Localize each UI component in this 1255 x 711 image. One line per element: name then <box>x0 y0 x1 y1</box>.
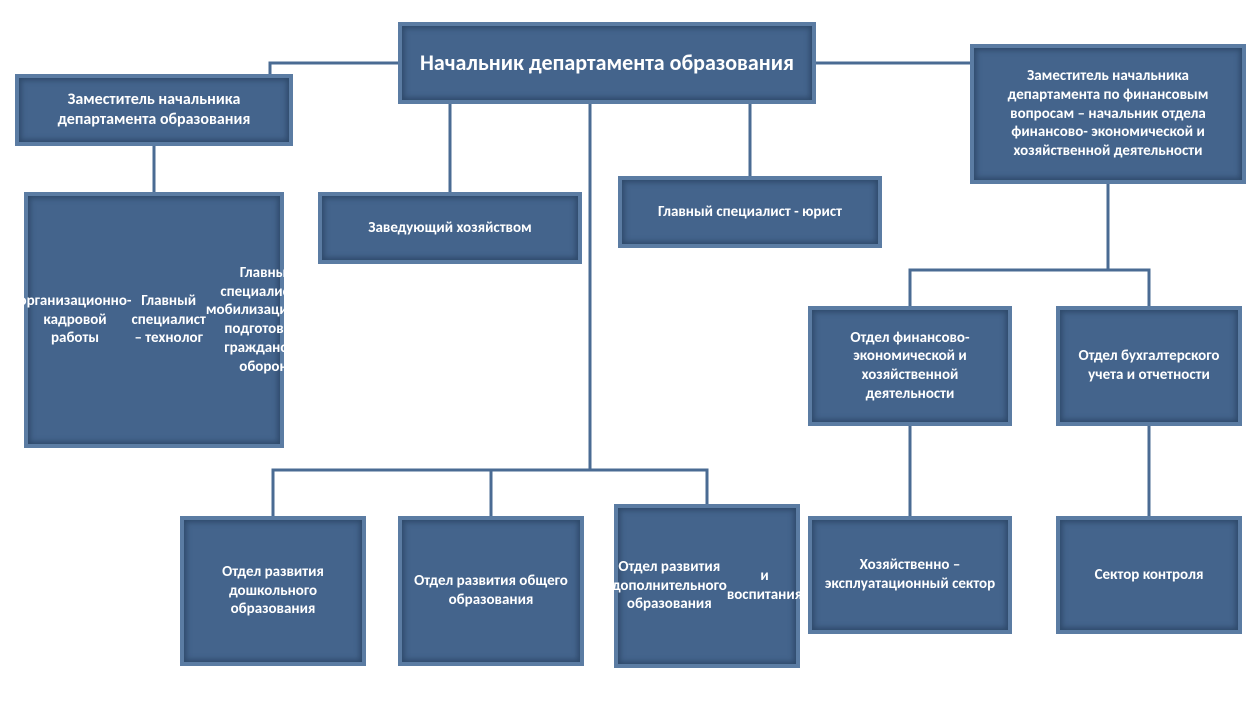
node-deputy_edu: Заместитель начальника департамента обра… <box>15 74 293 146</box>
node-text: Главный специалист - юрист <box>658 203 842 222</box>
node-text: Начальник департамента образования <box>420 49 794 77</box>
node-text: и воспитания <box>727 567 802 605</box>
node-text: Главный специалист по мобилизационной по… <box>206 264 329 377</box>
node-fin_econ: Отдел финансово-экономической и хозяйств… <box>808 306 1012 426</box>
edge-deputy_fin-buh <box>1108 270 1149 306</box>
node-text: Отдел бухгалтерского учета и отчетности <box>1068 347 1230 385</box>
node-doshk: Отдел развития дошкольного образования <box>180 516 366 666</box>
node-text: Сектор контроля <box>1095 566 1204 585</box>
node-text: Отдел <box>0 311 19 330</box>
node-buh: Отдел бухгалтерского учета и отчетности <box>1056 306 1242 426</box>
edge-root-obshee <box>491 470 590 516</box>
node-text: Отдел развития дошкольного образования <box>192 563 354 619</box>
node-kontrol: Сектор контроля <box>1056 516 1242 634</box>
node-text: Отдел финансово-экономической и хозяйств… <box>820 329 1000 404</box>
node-text: Заместитель начальника департамента по ф… <box>982 67 1234 161</box>
edge-root-dopoln <box>590 470 707 504</box>
node-jurist: Главный специалист - юрист <box>618 176 882 248</box>
node-obshee: Отдел развития общего образования <box>398 516 584 666</box>
node-text: Главный специалист – технолог <box>131 292 205 348</box>
node-text: Заведующий хозяйством <box>368 219 531 238</box>
node-dopoln: Отдел развития дополнительного образован… <box>614 504 800 668</box>
edge-root-deputy_edu <box>270 63 398 74</box>
node-text: Хозяйственно – эксплуатационный сектор <box>820 556 1000 594</box>
org-chart: Начальник департамента образования Замест… <box>0 0 1255 711</box>
node-text: Отдел развития дополнительного образован… <box>612 558 727 614</box>
node-hoz_sector: Хозяйственно – эксплуатационный сектор <box>808 516 1012 634</box>
node-text: Отдел развития общего образования <box>410 572 572 610</box>
node-text: организационно- кадровой работы <box>19 292 132 348</box>
edge-deputy_fin-fin_econ <box>910 184 1108 306</box>
node-deputy_fin: Заместитель начальника департамента по ф… <box>970 44 1246 184</box>
node-root: Начальник департамента образования <box>398 22 816 104</box>
node-text: Заместитель начальника департамента обра… <box>27 90 281 130</box>
node-zavhoz: Заведующий хозяйством <box>318 192 582 264</box>
node-org_kadr: Отделорганизационно- кадровой работыГлав… <box>24 192 284 448</box>
